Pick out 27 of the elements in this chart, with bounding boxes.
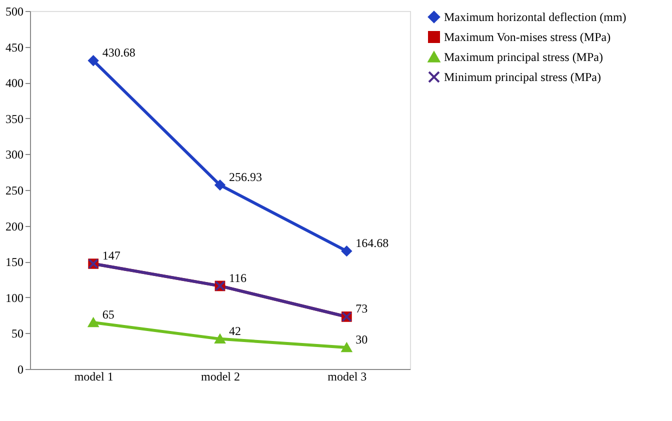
data-label: 116	[229, 270, 247, 285]
y-tick-label: 300	[6, 148, 24, 162]
y-tick-label: 500	[6, 4, 24, 18]
legend-label: Maximum principal stress (MPa)	[444, 50, 603, 64]
legend-label: Maximum horizontal deflection (mm)	[444, 10, 626, 24]
data-label: 256.93	[229, 170, 262, 184]
data-label: 73	[356, 302, 368, 316]
x-tick-label: model 2	[201, 370, 240, 384]
y-tick-label: 250	[6, 184, 24, 198]
x-tick-label: model 1	[74, 370, 114, 384]
data-label: 30	[356, 332, 368, 347]
x-tick-label: model 3	[328, 370, 367, 384]
data-label: 42	[229, 324, 241, 338]
y-tick-label: 150	[6, 255, 24, 270]
legend-label: Minimum principal stress (MPa)	[444, 70, 601, 84]
data-label: 147	[102, 248, 120, 263]
y-tick-label: 0	[18, 362, 24, 376]
y-tick-label: 50	[12, 326, 24, 341]
y-tick-label: 350	[6, 112, 24, 126]
data-label: 430.68	[102, 46, 136, 60]
y-tick-label: 100	[6, 290, 24, 305]
y-tick-label: 400	[6, 76, 24, 90]
data-label: 65	[102, 307, 114, 322]
data-label: 164.68	[356, 236, 389, 250]
y-tick-label: 450	[6, 40, 24, 54]
legend-label: Maximum Von-mises stress (MPa)	[444, 30, 611, 44]
y-tick-label: 200	[6, 219, 24, 234]
